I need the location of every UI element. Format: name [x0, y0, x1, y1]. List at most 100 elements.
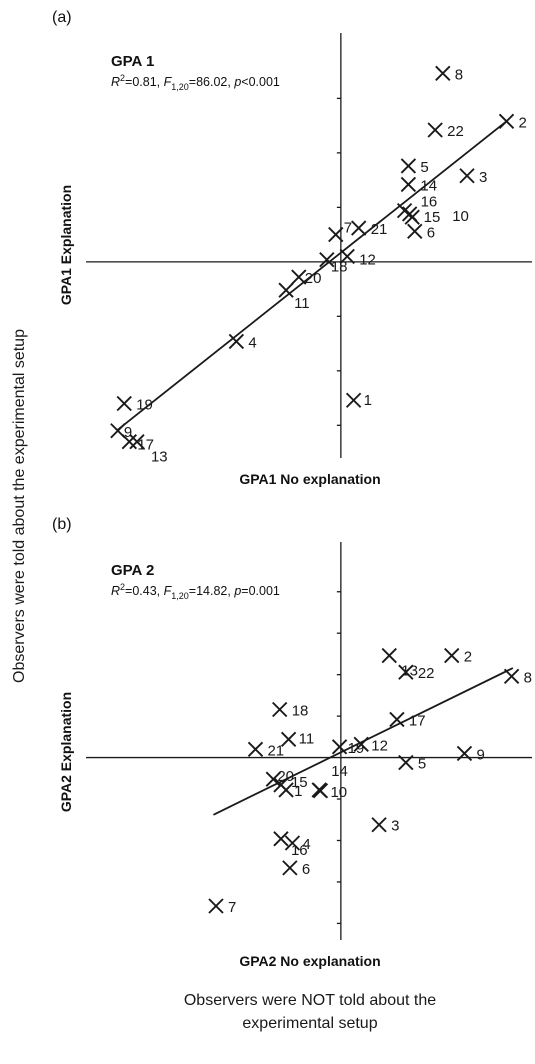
panel-b-point-label: 1: [294, 783, 302, 800]
panel-a-point-label: 19: [136, 397, 153, 414]
panel-a-point-16: 16: [396, 194, 438, 219]
panel-a-point-label: 15: [424, 209, 441, 226]
panel-a-title: GPA 1: [111, 53, 154, 70]
x-marker: [401, 206, 418, 222]
panel-a-r2-sup: 2: [120, 73, 125, 83]
panel-a-point-label: 5: [420, 159, 428, 176]
panel-b-r2-value: =0.43,: [125, 584, 164, 598]
panel-a-r2-symbol: R: [111, 75, 120, 89]
x-marker: [456, 745, 473, 762]
panel-a-point-label: 10: [452, 208, 469, 225]
panel-b-point-label: 8: [524, 669, 532, 686]
x-marker: [247, 741, 264, 757]
x-marker: [498, 113, 515, 129]
panel-a-xlabel: GPA1 No explanation: [239, 471, 380, 487]
panel-b-point-7: 7: [208, 898, 236, 916]
panel-b-point-label: 22: [418, 665, 435, 682]
panel-b-point-4: 4: [284, 835, 311, 853]
x-marker: [280, 731, 297, 748]
panel-b: (b) GPA 2 R2=0.43, F1,20=14.82, p=0.001 …: [52, 516, 532, 969]
panel-b-p-symbol: p: [233, 584, 241, 598]
panel-a-point-label: 14: [420, 177, 437, 194]
panel-a-f-sub: 1,20: [171, 82, 189, 92]
panel-a-point-label: 3: [479, 169, 487, 186]
panel-b-point-14: 14: [311, 763, 348, 798]
panel-b-point-label: 13: [401, 663, 418, 680]
panel-b-point-label: 16: [291, 842, 308, 859]
panel-b-point-21: 21: [247, 741, 284, 759]
panel-a-point-label: 2: [519, 114, 527, 131]
panel-a-f-value: =86.02,: [189, 75, 235, 89]
x-marker: [459, 168, 475, 184]
panel-a-point-label: 13: [151, 449, 168, 466]
panel-b-point-label: 17: [409, 712, 426, 729]
panel-b-point-label: 11: [299, 730, 315, 747]
panel-b-point-17: 17: [389, 711, 426, 729]
x-marker: [407, 223, 423, 240]
panel-b-point-label: 4: [302, 836, 310, 853]
panel-a-point-label: 4: [248, 334, 256, 351]
panel-b-point-10: 10: [312, 783, 347, 801]
panel-a-ylabel: GPA1 Explanation: [58, 185, 74, 305]
panel-a-point-7: 7: [328, 220, 352, 243]
panel-b-title: GPA 2: [111, 562, 154, 579]
panel-b-r2-symbol: R: [111, 584, 120, 598]
panel-b-point-9: 9: [456, 745, 485, 763]
panel-a-point-19: 19: [116, 395, 153, 414]
panel-a-point-label: 18: [331, 259, 348, 276]
x-marker: [291, 269, 307, 285]
panel-a-point-label: 9: [124, 424, 132, 441]
x-marker: [389, 711, 405, 728]
panel-a-point-12: 12: [339, 248, 376, 268]
x-marker: [444, 647, 460, 664]
panel-a-point-label: 16: [421, 194, 438, 211]
outer-xlabel-line1: Observers were NOT told about the: [184, 992, 436, 1009]
panel-b-point-label: 21: [267, 742, 284, 759]
panel-a-point-22: 22: [427, 122, 464, 140]
x-marker: [282, 860, 298, 876]
x-marker: [381, 647, 397, 664]
panel-a-point-13: 13: [129, 433, 168, 466]
panel-b-ylabel: GPA2 Explanation: [58, 692, 74, 812]
panel-a-regression-line: [117, 120, 508, 431]
panel-b-point-label: 20: [277, 768, 294, 785]
panel-a-point-14: 14: [400, 176, 437, 194]
x-marker: [273, 831, 289, 847]
x-marker: [273, 777, 289, 793]
panel-b-point-label: 2: [464, 649, 472, 666]
x-marker: [398, 754, 414, 771]
x-marker: [427, 122, 443, 138]
panel-a-point-label: 20: [305, 270, 322, 287]
panel-b-point-18: 18: [272, 701, 309, 719]
panel-a-point-18: 18: [319, 251, 348, 276]
panel-a-point-8: 8: [435, 65, 463, 83]
panel-b-point-label: 18: [292, 702, 309, 719]
panel-b-point-6: 6: [282, 860, 310, 878]
x-marker: [435, 65, 451, 81]
panel-a-f-symbol: F: [164, 75, 173, 89]
panel-a-letter: (a): [52, 9, 72, 26]
panel-b-point-22: 22: [398, 664, 435, 682]
panel-b-xlabel: GPA2 No explanation: [239, 953, 380, 969]
panel-b-f-symbol: F: [164, 584, 173, 598]
x-marker: [400, 158, 417, 174]
panel-b-point-11: 11: [280, 730, 315, 748]
x-marker: [371, 817, 387, 833]
x-marker: [353, 736, 369, 752]
x-marker: [116, 395, 132, 412]
panel-a-point-label: 22: [447, 123, 464, 140]
panel-b-point-label: 9: [476, 746, 484, 763]
x-marker: [319, 251, 335, 268]
panel-a-point-label: 1: [364, 392, 372, 409]
panel-b-point-label: 3: [391, 818, 399, 835]
panel-a-point-label: 7: [344, 220, 352, 237]
x-marker: [400, 176, 417, 193]
panel-b-point-label: 19: [348, 740, 365, 757]
panel-b-point-12: 12: [353, 736, 388, 754]
x-marker: [328, 226, 344, 243]
panel-b-point-5: 5: [398, 754, 426, 773]
x-marker: [228, 333, 245, 350]
